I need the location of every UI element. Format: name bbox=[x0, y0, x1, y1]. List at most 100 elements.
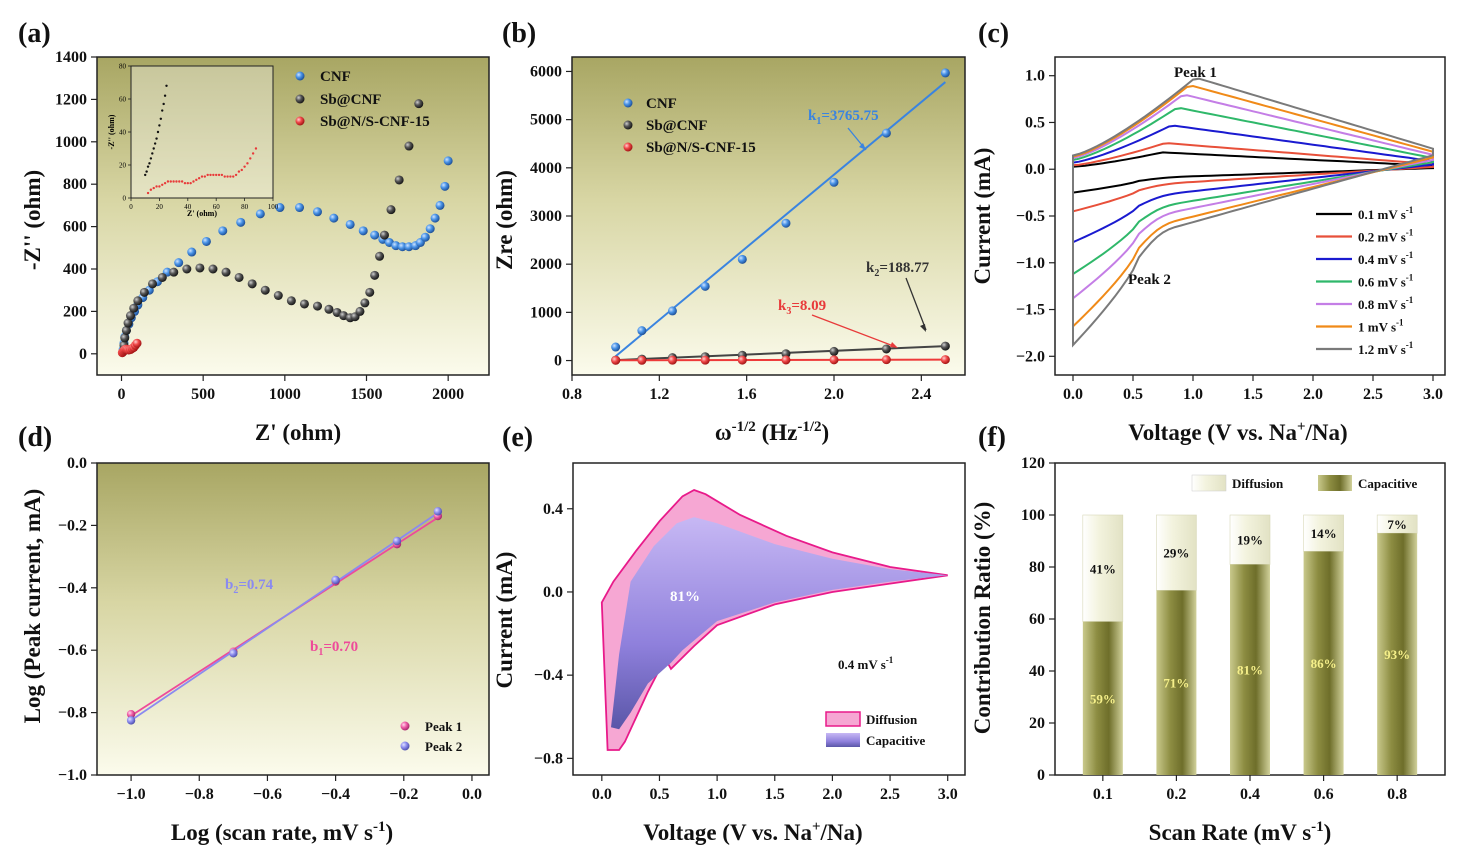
inset-y-tick-label: 0 bbox=[123, 195, 127, 203]
y-axis-label-d: Log (Peak current, mA) bbox=[20, 489, 45, 724]
x-tick-label: −0.2 bbox=[389, 786, 418, 803]
inset-point bbox=[254, 147, 258, 150]
inset-x-tick-label: 20 bbox=[156, 203, 164, 211]
arrowhead-k1 bbox=[859, 143, 866, 150]
point-sb-n-s-cnf-15 bbox=[781, 355, 791, 365]
fit-line bbox=[130, 512, 439, 722]
bar-label-capacitive: 81% bbox=[1237, 663, 1263, 678]
bar-label-capacitive: 71% bbox=[1163, 676, 1189, 691]
inset-x-tick-label: 60 bbox=[213, 203, 221, 211]
y-tick-label: 6000 bbox=[530, 63, 562, 80]
cv-curve-0.6-mvs bbox=[1072, 107, 1434, 276]
point-cnf bbox=[275, 203, 285, 213]
point-sb-n-s-cnf-15 bbox=[829, 355, 839, 365]
panel-label-b: (b) bbox=[502, 18, 536, 49]
point-sb-cnf bbox=[195, 263, 205, 273]
point-sb-n-s-cnf-15 bbox=[737, 355, 747, 365]
y-tick-label: 40 bbox=[1029, 663, 1045, 680]
point-sb-cnf bbox=[365, 287, 375, 297]
legend-label-capacitive: Capacitive bbox=[1358, 476, 1417, 491]
inset-point bbox=[183, 181, 187, 185]
y-tick-label: 600 bbox=[63, 219, 87, 236]
cv-curve-1-mvs bbox=[1072, 84, 1434, 329]
annotation-arrow-k2 bbox=[905, 277, 927, 331]
x-tick-label: 2000 bbox=[432, 386, 464, 403]
inset-point bbox=[163, 181, 167, 185]
point-sb-n-s-cnf-15 bbox=[637, 355, 647, 365]
bar-label-diffusion: 19% bbox=[1237, 533, 1263, 548]
panel-d: (d) −1.0 −0.8 −0.6 −0.4 −0.2 0.0−1.0−0.8−0.6−… bbox=[18, 422, 490, 845]
legend-swatch-capacitive bbox=[1318, 475, 1352, 491]
legend-label-sbcnf: Sb@CNF bbox=[646, 118, 707, 134]
y-tick-label: 0 bbox=[554, 353, 562, 370]
scan-rate-label: 0.4 mV s-1 bbox=[838, 655, 894, 672]
point-sb-cnf bbox=[123, 318, 133, 328]
panel-label-f: (f) bbox=[978, 422, 1006, 453]
point-sb-cnf bbox=[386, 205, 396, 215]
inset-point bbox=[162, 102, 165, 106]
bar-capacitive bbox=[1377, 533, 1418, 775]
y-tick-label: 20 bbox=[1029, 715, 1045, 732]
legend-swatch-diffusion bbox=[825, 711, 861, 727]
point-sb-cnf bbox=[379, 230, 389, 240]
inset-point bbox=[192, 180, 195, 183]
bar-capacitive bbox=[1230, 564, 1270, 775]
bar-diffusion bbox=[1156, 514, 1197, 591]
legend-label-capacitive: Capacitive bbox=[866, 733, 925, 748]
axis-ticks-f: 0 20 40 60 80 100 120 0.1 0.2 0.4 0.6 0.8 bbox=[1021, 455, 1407, 803]
point-cnf bbox=[700, 281, 710, 291]
inset-point bbox=[144, 173, 147, 177]
point-sb-n-s-cnf-15 bbox=[132, 338, 142, 348]
legend-marker-peak2 bbox=[400, 741, 410, 751]
x-tick-label: 2.0 bbox=[1303, 386, 1323, 403]
point-cnf bbox=[201, 236, 211, 246]
inset-point bbox=[149, 188, 153, 191]
y-tick-label: −1.0 bbox=[58, 767, 87, 784]
peak-1-label: Peak 1 bbox=[1174, 65, 1217, 81]
x-tick-label: 2.0 bbox=[822, 786, 842, 803]
legend-label-diffusion: Diffusion bbox=[866, 712, 918, 727]
point-sb-cnf bbox=[148, 279, 158, 289]
x-tick-label: 3.0 bbox=[1423, 386, 1443, 403]
x-tick-label: 1.2 bbox=[649, 386, 669, 403]
x-tick-label: 2.5 bbox=[1363, 386, 1383, 403]
annotation-k2: k2=188.77 bbox=[866, 260, 930, 279]
axis-ticks-b: 0.8 1.2 1.6 2.0 2.4 0 1000 2000 3000 4000 5000 6000 bbox=[530, 63, 931, 403]
inset-x-tick-label: 0 bbox=[129, 203, 133, 211]
plot-area-b bbox=[571, 56, 966, 376]
legend-label-cnf: CNF bbox=[320, 69, 351, 85]
inset-point bbox=[149, 157, 153, 160]
x-tick-label: 0.8 bbox=[562, 386, 582, 403]
inset-point bbox=[159, 117, 163, 121]
legend-label-cnf: CNF bbox=[646, 96, 677, 112]
bar-label-diffusion: 7% bbox=[1387, 517, 1407, 532]
inset-point bbox=[223, 175, 226, 178]
annotations-b: k1=3765.75 k2=188.77 k3=8.09 bbox=[778, 108, 930, 348]
y-tick-label: 1400 bbox=[55, 49, 87, 66]
bar-capacitive bbox=[1303, 551, 1344, 775]
bar-label-diffusion: 14% bbox=[1311, 526, 1337, 541]
y-tick-label: −0.4 bbox=[534, 667, 563, 684]
point-sb-cnf bbox=[370, 270, 380, 280]
y-tick-label: 0.5 bbox=[1025, 114, 1045, 131]
inset-point bbox=[197, 177, 201, 180]
axis-ticks-c: 0.0 0.5 1.0 1.5 2.0 2.5 3.0 −2.0 −1.5 −1.0 −0.5 0.0… bbox=[1016, 68, 1443, 403]
panel-a: (a) 0 500 1000 1500 200002004006008001000120… bbox=[18, 18, 490, 445]
x-axis-label-c: Voltage (V vs. Na+/Na) bbox=[1128, 419, 1347, 445]
y-tick-label: −1.5 bbox=[1016, 302, 1045, 319]
inset-point bbox=[169, 180, 172, 183]
point-cnf bbox=[255, 209, 265, 219]
inset-x-tick-label: 40 bbox=[184, 203, 192, 211]
y-axis-label-f: Contribution Ratio (%) bbox=[970, 502, 995, 735]
panel-label-d: (d) bbox=[18, 422, 52, 453]
point-cnf bbox=[187, 247, 197, 257]
x-tick-label: −0.4 bbox=[321, 786, 350, 803]
bar-label-capacitive: 86% bbox=[1311, 656, 1337, 671]
bar-diffusion bbox=[1229, 514, 1271, 565]
y-tick-label: 120 bbox=[1021, 455, 1045, 472]
inset-point bbox=[200, 175, 204, 178]
legend-label-peak1: Peak 1 bbox=[425, 719, 462, 734]
y-axis-label-b: Zre (ohm) bbox=[492, 170, 517, 270]
capacitive-percent-label: 81% bbox=[670, 589, 700, 605]
point-sb-cnf bbox=[273, 291, 283, 300]
